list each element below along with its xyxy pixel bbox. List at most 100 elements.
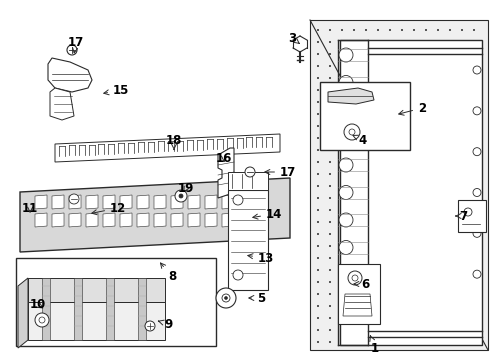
Circle shape (341, 341, 343, 343)
Polygon shape (18, 278, 28, 348)
Circle shape (329, 329, 331, 331)
Circle shape (437, 185, 439, 187)
Circle shape (401, 89, 403, 91)
Circle shape (317, 209, 319, 211)
Bar (338, 264, 380, 324)
Circle shape (425, 53, 427, 55)
Circle shape (339, 296, 353, 310)
Circle shape (377, 269, 379, 271)
Circle shape (341, 197, 343, 199)
Circle shape (449, 137, 451, 139)
Circle shape (389, 221, 391, 223)
Circle shape (377, 281, 379, 283)
Circle shape (437, 101, 439, 103)
Circle shape (365, 101, 367, 103)
Circle shape (216, 288, 236, 308)
Circle shape (67, 45, 77, 55)
Circle shape (341, 65, 343, 67)
Circle shape (389, 293, 391, 295)
Circle shape (413, 281, 415, 283)
Circle shape (449, 341, 451, 343)
Circle shape (389, 53, 391, 55)
Circle shape (339, 213, 353, 227)
Circle shape (461, 221, 463, 223)
Circle shape (449, 185, 451, 187)
Circle shape (473, 173, 475, 175)
Circle shape (425, 329, 427, 331)
Circle shape (339, 48, 353, 62)
Circle shape (377, 29, 379, 31)
Circle shape (473, 293, 475, 295)
Circle shape (401, 245, 403, 247)
Text: 17: 17 (68, 36, 84, 53)
Circle shape (425, 173, 427, 175)
Circle shape (365, 341, 367, 343)
Circle shape (401, 305, 403, 307)
Circle shape (437, 257, 439, 259)
Circle shape (377, 173, 379, 175)
Circle shape (317, 29, 319, 31)
Circle shape (329, 125, 331, 127)
Circle shape (317, 245, 319, 247)
Circle shape (341, 233, 343, 235)
Circle shape (473, 209, 475, 211)
Circle shape (341, 185, 343, 187)
Circle shape (437, 173, 439, 175)
Circle shape (329, 161, 331, 163)
Circle shape (449, 329, 451, 331)
Text: 10: 10 (30, 298, 46, 311)
Circle shape (413, 185, 415, 187)
Text: 3: 3 (288, 31, 299, 45)
Circle shape (341, 257, 343, 259)
Circle shape (461, 257, 463, 259)
Polygon shape (328, 88, 374, 104)
Circle shape (473, 245, 475, 247)
Circle shape (461, 281, 463, 283)
Circle shape (389, 125, 391, 127)
Circle shape (449, 77, 451, 79)
Circle shape (437, 53, 439, 55)
Circle shape (352, 275, 358, 281)
Circle shape (377, 329, 379, 331)
Circle shape (317, 257, 319, 259)
Polygon shape (55, 134, 280, 162)
Polygon shape (106, 278, 114, 340)
Circle shape (425, 161, 427, 163)
Circle shape (449, 173, 451, 175)
Polygon shape (310, 20, 488, 350)
Polygon shape (222, 213, 234, 227)
Circle shape (353, 113, 355, 115)
Circle shape (413, 149, 415, 151)
Circle shape (317, 65, 319, 67)
Circle shape (377, 125, 379, 127)
Circle shape (413, 173, 415, 175)
Circle shape (329, 149, 331, 151)
Circle shape (341, 209, 343, 211)
Circle shape (341, 149, 343, 151)
Polygon shape (86, 195, 98, 209)
Circle shape (413, 29, 415, 31)
Circle shape (389, 209, 391, 211)
Circle shape (449, 161, 451, 163)
Polygon shape (35, 195, 47, 209)
Circle shape (473, 125, 475, 127)
Circle shape (329, 65, 331, 67)
Circle shape (341, 317, 343, 319)
Circle shape (365, 209, 367, 211)
Circle shape (329, 269, 331, 271)
Circle shape (389, 233, 391, 235)
Circle shape (461, 137, 463, 139)
Circle shape (401, 221, 403, 223)
Circle shape (461, 89, 463, 91)
Circle shape (473, 89, 475, 91)
Circle shape (317, 77, 319, 79)
Circle shape (317, 281, 319, 283)
Circle shape (449, 209, 451, 211)
Circle shape (317, 101, 319, 103)
Polygon shape (137, 195, 149, 209)
Circle shape (339, 130, 353, 144)
Circle shape (461, 233, 463, 235)
Circle shape (437, 113, 439, 115)
Bar (228, 190, 268, 290)
Circle shape (437, 161, 439, 163)
